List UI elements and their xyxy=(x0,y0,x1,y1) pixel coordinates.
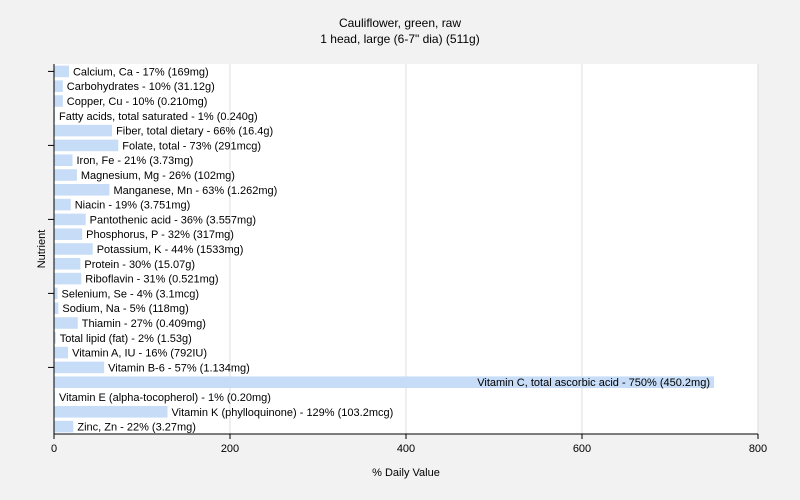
bar xyxy=(54,124,113,137)
bar xyxy=(54,169,77,181)
x-tick-label: 400 xyxy=(397,443,415,455)
bar xyxy=(54,95,63,107)
bar-label: Manganese, Mn - 63% (1.262mg) xyxy=(113,185,277,197)
bar xyxy=(54,376,714,388)
bar-label: Phosphorus, P - 32% (317mg) xyxy=(86,229,234,241)
bar-label: Pantothenic acid - 36% (3.557mg) xyxy=(90,214,256,226)
bar xyxy=(54,65,69,78)
bar-label: Niacin - 19% (3.751mg) xyxy=(75,200,191,212)
x-tick-label: 0 xyxy=(51,443,57,455)
bar xyxy=(54,272,82,285)
bar-label: Vitamin A, IU - 16% (792IU) xyxy=(72,348,207,360)
bar-label: Total lipid (fat) - 2% (1.53g) xyxy=(60,333,192,345)
bar xyxy=(54,287,58,300)
x-tick-label: 800 xyxy=(749,443,767,455)
bar-label: Selenium, Se - 4% (3.1mcg) xyxy=(62,288,200,300)
bar-label: Folate, total - 73% (291mcg) xyxy=(122,140,261,152)
bar xyxy=(54,317,78,329)
bar-label: Calcium, Ca - 17% (169mg) xyxy=(73,66,209,78)
y-axis-title: Nutrient xyxy=(36,230,48,269)
bar-label: Riboflavin - 31% (0.521mg) xyxy=(85,274,218,286)
x-tick-label: 200 xyxy=(221,443,239,455)
bar xyxy=(54,302,59,314)
bar xyxy=(54,346,69,359)
bar xyxy=(54,332,56,344)
x-tick-label: 600 xyxy=(573,443,591,455)
bar xyxy=(54,139,119,152)
bar-label: Potassium, K - 44% (1533mg) xyxy=(97,244,244,256)
bar-label: Vitamin K (phylloquinone) - 129% (103.2m… xyxy=(172,407,394,419)
bar-label: Thiamin - 27% (0.409mg) xyxy=(82,318,206,330)
bar xyxy=(54,258,81,270)
bar xyxy=(54,361,105,374)
bar-label: Zinc, Zn - 22% (3.27mg) xyxy=(77,422,196,434)
bar xyxy=(54,80,63,92)
bar-label: Iron, Fe - 21% (3.73mg) xyxy=(76,155,193,167)
bar xyxy=(54,154,73,166)
bar xyxy=(54,184,110,196)
bar xyxy=(54,213,86,226)
chart-subtitle: 1 head, large (6-7" dia) (511g) xyxy=(320,32,480,46)
bar-label: Magnesium, Mg - 26% (102mg) xyxy=(81,170,235,182)
bar-label: Vitamin E (alpha-tocopherol) - 1% (0.20m… xyxy=(59,392,271,404)
bar xyxy=(54,243,93,255)
bar-label: Vitamin C, total ascorbic acid - 750% (4… xyxy=(477,377,710,389)
chart-title: Cauliflower, green, raw xyxy=(338,16,462,30)
bar-label: Fatty acids, total saturated - 1% (0.240… xyxy=(59,111,258,123)
bar xyxy=(54,420,74,433)
bar xyxy=(54,198,71,211)
bar-label: Fiber, total dietary - 66% (16.4g) xyxy=(116,126,273,138)
bar-label: Carbohydrates - 10% (31.12g) xyxy=(67,81,215,93)
bar-label: Copper, Cu - 10% (0.210mg) xyxy=(67,96,208,108)
bar xyxy=(54,228,83,240)
bar-label: Protein - 30% (15.07g) xyxy=(84,259,195,271)
x-axis-title: % Daily Value xyxy=(372,467,440,479)
bar-label: Vitamin B-6 - 57% (1.134mg) xyxy=(108,362,250,374)
bar-label: Sodium, Na - 5% (118mg) xyxy=(62,303,188,315)
bar xyxy=(54,406,168,418)
